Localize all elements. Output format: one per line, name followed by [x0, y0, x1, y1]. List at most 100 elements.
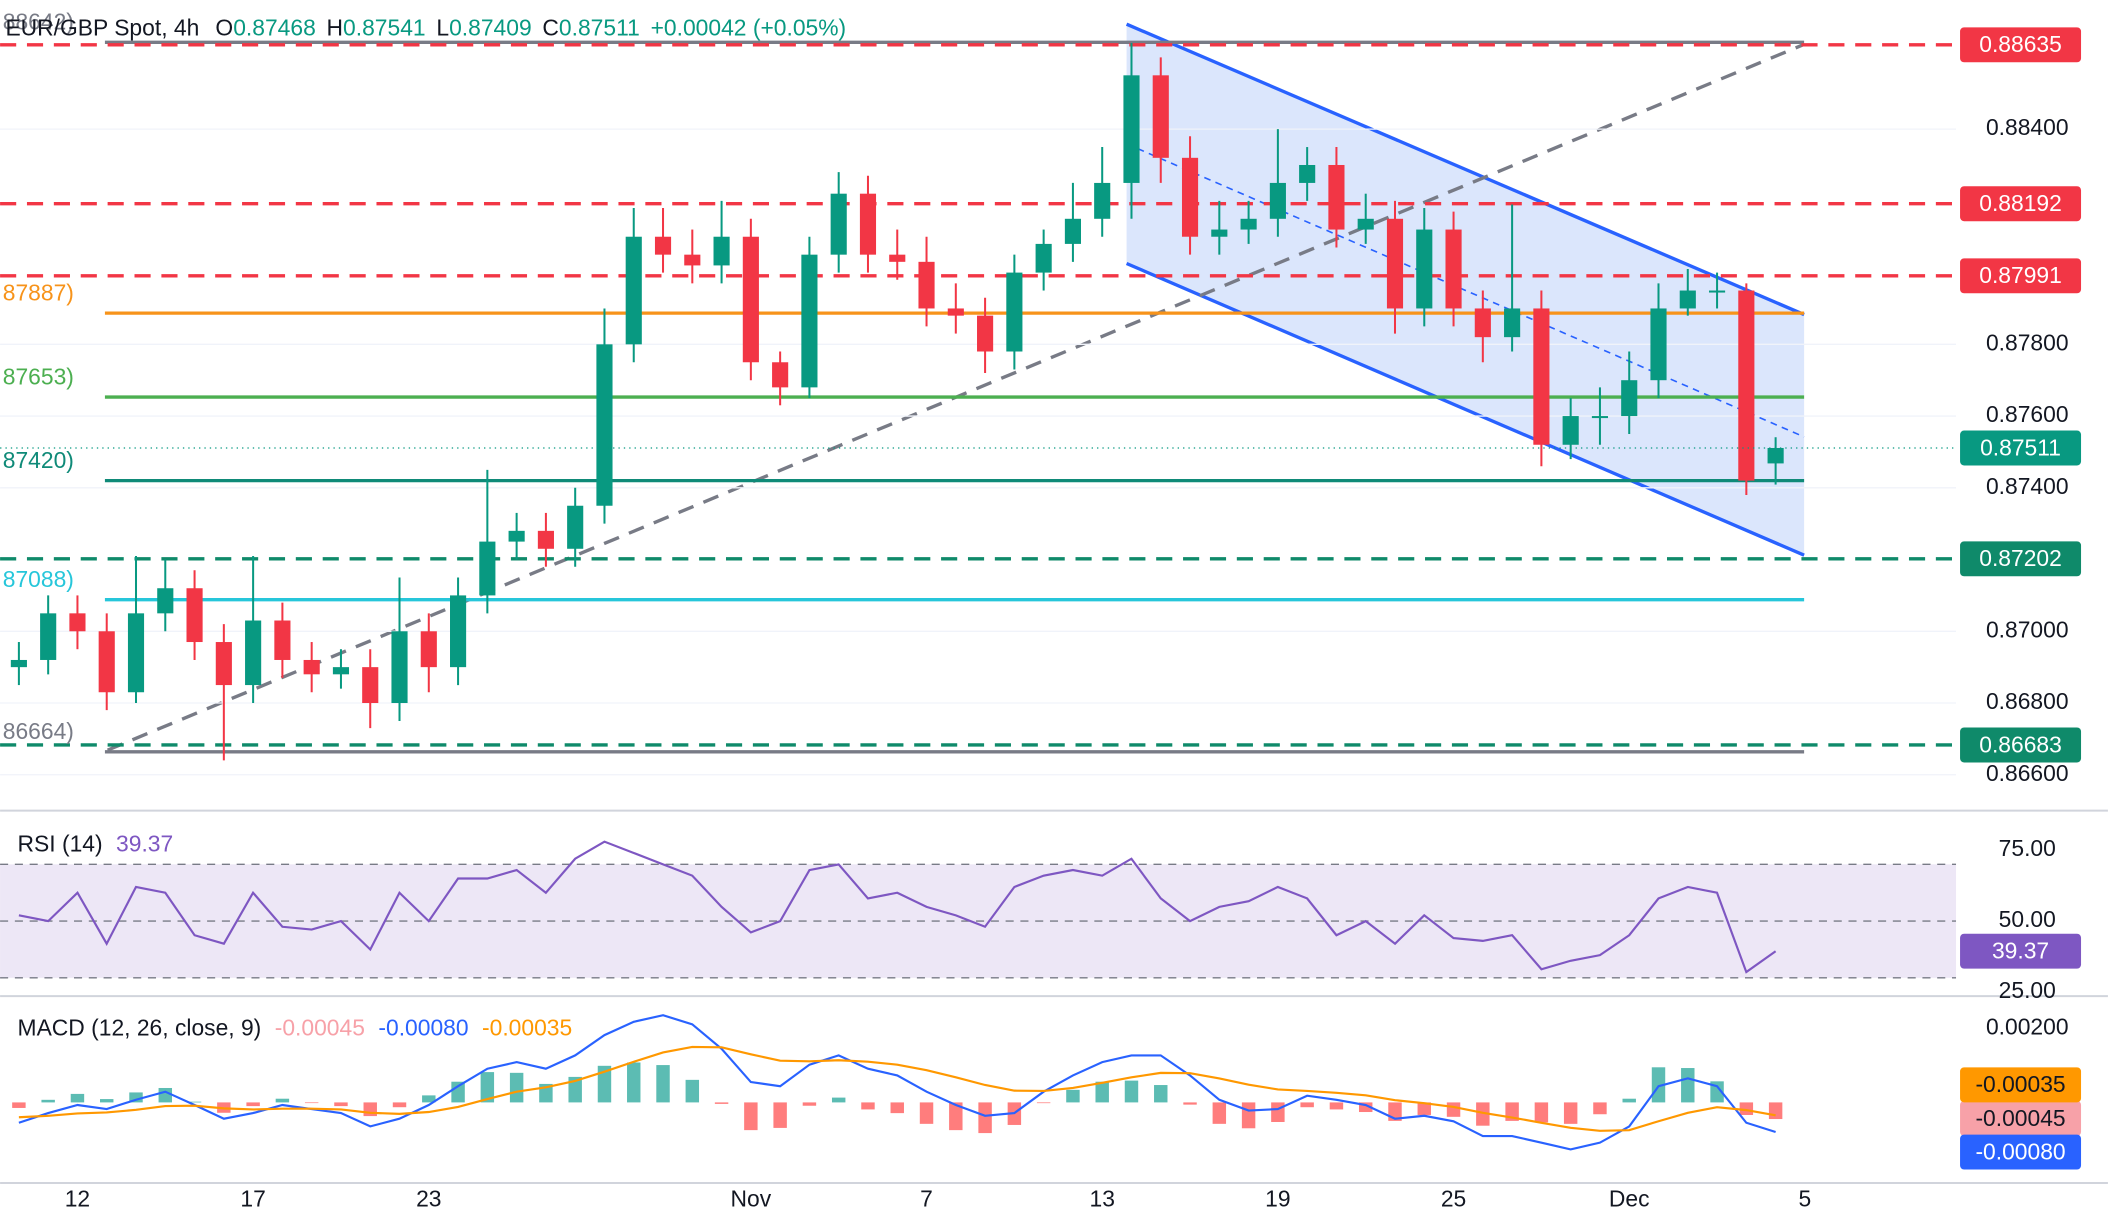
histogram-bar [949, 1102, 963, 1131]
histogram-bar [1212, 1102, 1227, 1124]
y-tick-label: 0.87400 [1986, 473, 2069, 499]
histogram-bar [480, 1072, 495, 1103]
x-tick-label: 19 [1265, 1185, 1290, 1211]
macd-value: -0.00045 [1975, 1105, 2065, 1131]
candle-body [1035, 243, 1052, 273]
candle-body [713, 236, 730, 266]
level-value: 0.86683 [1979, 731, 2062, 757]
candle-body [127, 613, 145, 693]
candle-body [625, 236, 642, 345]
candle-body [1679, 290, 1696, 309]
y-tick-label: 0.87600 [1986, 401, 2069, 427]
candle-body [1094, 182, 1111, 219]
level-label: 88642) [3, 9, 74, 35]
candle-body [684, 254, 701, 266]
x-tick-label: Dec [1609, 1185, 1650, 1211]
rsi-line [18, 840, 1777, 974]
candle-body [1240, 218, 1257, 230]
level-value-box [1960, 186, 2082, 222]
candle-body [508, 530, 525, 542]
level-value: 0.88192 [1979, 190, 2062, 216]
macd-value-box [1960, 1134, 2082, 1170]
candle-body [537, 530, 554, 549]
candle-body [1650, 308, 1667, 381]
level-value-box [1960, 541, 2082, 577]
candle-body [859, 193, 877, 255]
level-label: 87088) [3, 566, 74, 592]
header-item: EUR/GBP Spot, 4h [5, 15, 199, 41]
histogram-bar [275, 1098, 290, 1103]
y-tick-label: 0.00200 [1986, 1014, 2069, 1040]
candle-body [420, 631, 437, 668]
candle-body [772, 362, 789, 388]
header-item: 0.87409 [449, 15, 532, 41]
level-value: 0.88635 [1979, 31, 2062, 57]
y-tick-label: 0.86600 [1986, 760, 2069, 786]
header-item: C [542, 15, 559, 41]
x-tick-label: 13 [1089, 1185, 1114, 1211]
candle-body [1152, 75, 1169, 158]
rsi-value: 39.37 [1992, 938, 2049, 964]
candle-body [479, 541, 496, 596]
y-tick-label: 0.88400 [1986, 114, 2069, 140]
candle-body [303, 659, 320, 675]
histogram-bar [802, 1102, 817, 1106]
histogram-bar [1095, 1081, 1109, 1103]
histogram-bar [1739, 1102, 1754, 1115]
last-price-box [1960, 430, 2082, 466]
histogram-bar [744, 1102, 758, 1131]
header-item: +0.00042 (+0.05%) [651, 15, 847, 41]
histogram-bar [1768, 1102, 1783, 1120]
histogram-bar [129, 1092, 143, 1103]
macd-value-box [1960, 1067, 2082, 1103]
x-tick-label: 12 [65, 1185, 90, 1211]
macd-value: -0.00080 [1975, 1138, 2065, 1164]
candle-body [1621, 380, 1638, 417]
histogram-bar [246, 1102, 260, 1107]
candle-body [215, 642, 232, 686]
legend-value: -0.00045 [275, 1015, 365, 1041]
y-tick-label: 0.87800 [1986, 329, 2069, 355]
candle-body [332, 667, 350, 675]
candle-body [801, 254, 818, 388]
level-label: 86664) [3, 718, 74, 744]
histogram-bar [656, 1065, 670, 1103]
histogram-bar [773, 1102, 787, 1128]
histogram-bar [70, 1093, 85, 1103]
header-item: 0.87541 [343, 15, 426, 41]
histogram-bar [1417, 1102, 1431, 1115]
histogram-bar [1183, 1102, 1197, 1105]
histogram-bar [158, 1087, 173, 1103]
histogram-bar [919, 1102, 934, 1124]
candle-body [1738, 290, 1755, 481]
candle-body [1533, 308, 1550, 445]
histogram-bar [1593, 1102, 1607, 1115]
histogram-bar [187, 1101, 202, 1103]
candle-body [1504, 308, 1521, 338]
macd-line [18, 1045, 1776, 1132]
histogram-bar [1329, 1102, 1344, 1110]
histogram-bar [1534, 1102, 1549, 1123]
histogram-bar [509, 1072, 524, 1103]
candle-body [1416, 229, 1433, 309]
candle-body [830, 193, 847, 255]
histogram-bar [627, 1062, 641, 1103]
candle-body [362, 667, 379, 704]
y-tick-label: 25.00 [1999, 977, 2056, 1003]
level-label: 87420) [3, 447, 74, 473]
legend: RSI (14) 39.37 [18, 831, 174, 857]
histogram-bar [1036, 1102, 1051, 1104]
histogram-bar [714, 1102, 729, 1104]
histogram-bar [422, 1095, 436, 1103]
histogram-bar [1066, 1089, 1080, 1103]
legend-value: -0.00035 [482, 1015, 572, 1041]
histogram-bar [861, 1102, 875, 1110]
header-item: H [327, 15, 344, 41]
candle-body [918, 261, 935, 309]
candle-body [1357, 218, 1374, 230]
candle-body [1211, 229, 1228, 237]
header-item: O [215, 15, 233, 41]
histogram-bar [1476, 1102, 1490, 1126]
candle-body [391, 631, 408, 704]
